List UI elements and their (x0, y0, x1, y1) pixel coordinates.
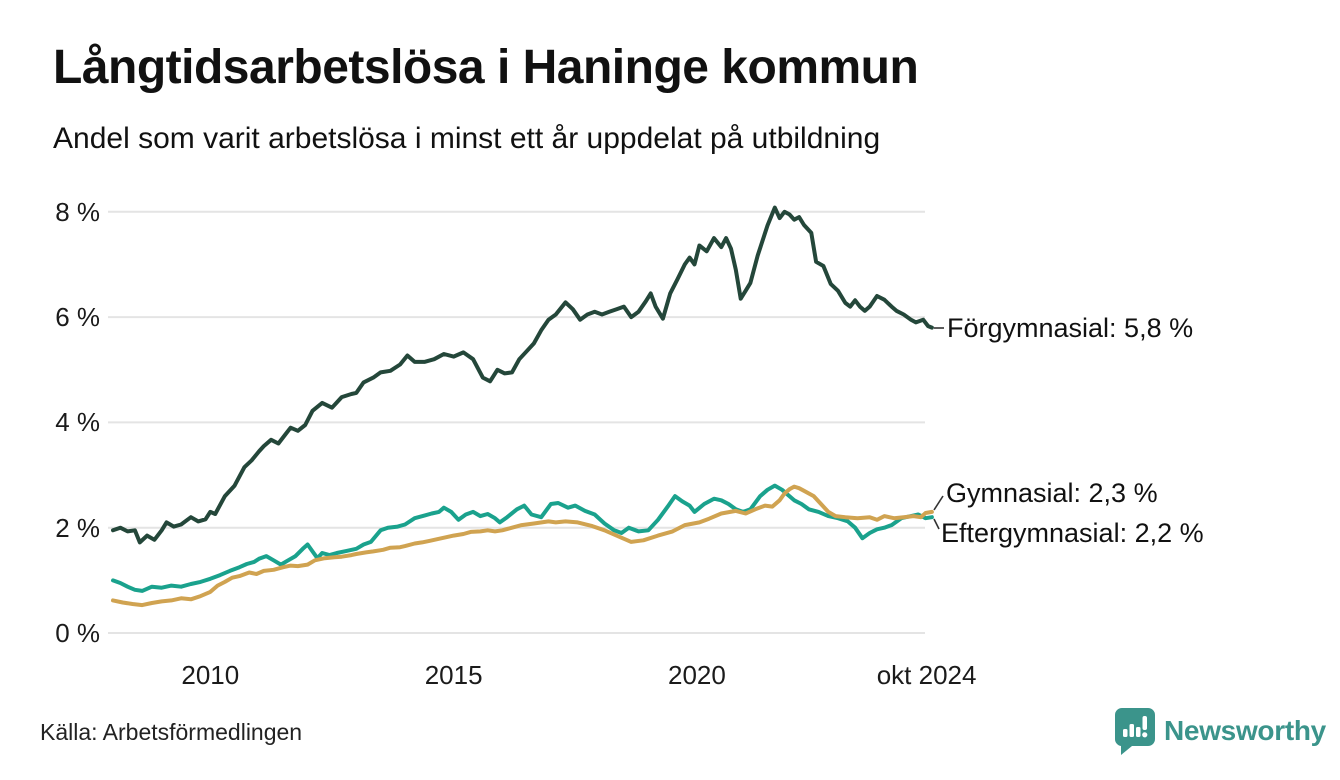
x-axis-tick-label: 2020 (667, 660, 726, 690)
y-axis-tick-label: 4 % (55, 407, 100, 438)
y-axis-tick-label: 2 % (55, 512, 100, 543)
x-axis-tick-label: 2010 (181, 660, 240, 690)
y-axis-tick-label: 0 % (55, 618, 100, 648)
series-end-label-eftergymnasial: Eftergymnasial: 2,2 % (941, 518, 1204, 548)
chart-subtitle: Andel som varit arbetslösa i minst ett å… (53, 122, 881, 155)
annotation-connector (933, 518, 940, 530)
newsworthy-logo-icon (1114, 708, 1155, 755)
y-axis-tick-label: 6 % (55, 302, 100, 333)
newsworthy-logo: Newsworthy (1112, 706, 1326, 756)
source-note: Källa: Arbetsförmedlingen (40, 719, 303, 745)
series-line-gymnasial (111, 484, 934, 608)
annotation-connector (933, 495, 944, 511)
y-axis-tick-label: 8 % (55, 196, 100, 227)
page-title: Långtidsarbetslösa i Haninge kommun (53, 41, 919, 94)
series-line-förgymnasial (111, 205, 934, 545)
series-line-eftergymnasial (111, 483, 934, 593)
newsworthy-logo-text: Newsworthy (1164, 715, 1326, 746)
series-end-label-gymnasial: Gymnasial: 2,3 % (946, 478, 1158, 508)
x-axis-tick-label: 2015 (424, 660, 483, 690)
x-axis-tick-label: okt 2024 (876, 660, 977, 690)
series-end-label-forgymnasial: Förgymnasial: 5,8 % (947, 313, 1194, 343)
